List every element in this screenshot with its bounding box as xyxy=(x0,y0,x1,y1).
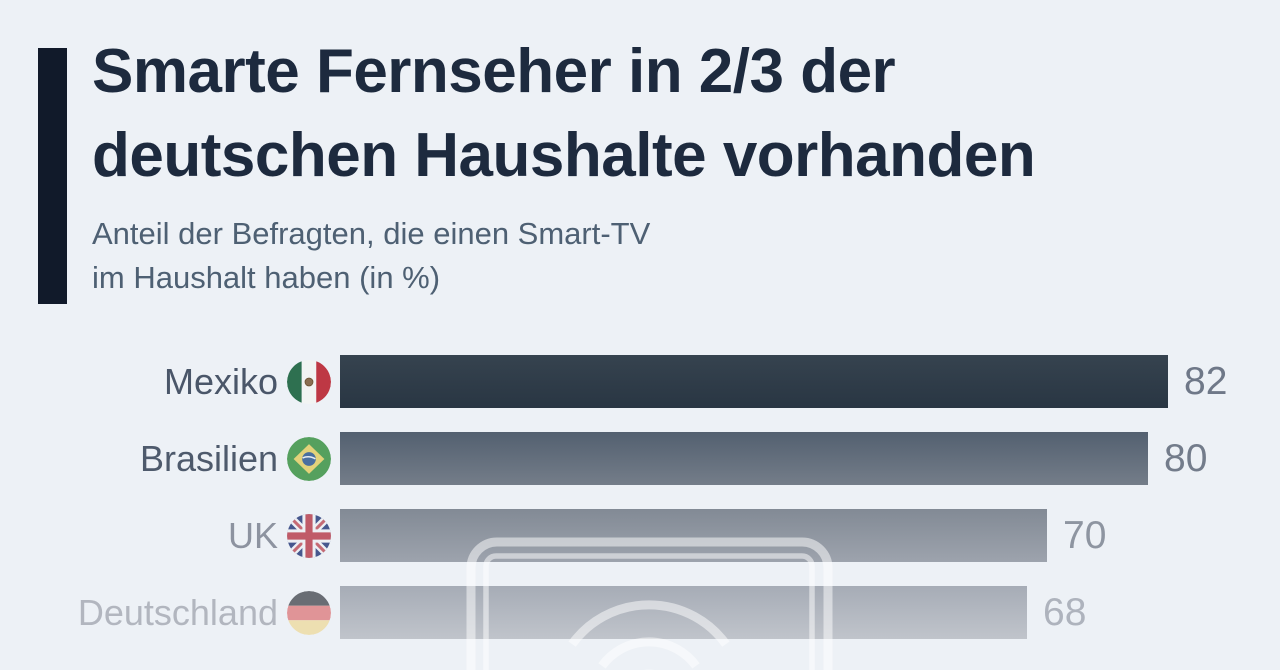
chart-subtitle-line1: Anteil der Befragten, die einen Smart-TV xyxy=(92,216,651,251)
germany-flag-icon xyxy=(287,591,331,635)
value-label: 70 xyxy=(1063,514,1107,557)
bar-row-mexiko: Mexiko 82 xyxy=(0,355,1280,408)
bar-row-uk: UK 70 xyxy=(0,509,1280,562)
chart-title: Smarte Fernseher in 2/3 der deutschen Ha… xyxy=(92,30,1036,198)
brazil-flag-icon xyxy=(287,437,331,481)
chart-subtitle-line2: im Haushalt haben (in %) xyxy=(92,260,441,295)
bar-brasilien xyxy=(340,432,1148,485)
chart-title-line1: Smarte Fernseher in 2/3 der xyxy=(92,37,896,106)
bar-row-deutschland: Deutschland 68 xyxy=(0,586,1280,639)
category-label: Brasilien xyxy=(139,438,278,479)
chart-title-line2: deutschen Haushalte vorhanden xyxy=(92,121,1036,190)
bar-row-brasilien: Brasilien 80 xyxy=(0,432,1280,485)
title-accent-bar xyxy=(38,48,67,304)
category-label: UK xyxy=(227,515,278,556)
chart-subtitle: Anteil der Befragten, die einen Smart-TV… xyxy=(92,212,650,300)
category-label: Deutschland xyxy=(77,592,278,633)
value-label: 82 xyxy=(1184,360,1228,403)
uk-flag-icon xyxy=(287,514,331,558)
bar-deutschland xyxy=(340,586,1027,639)
mexico-flag-icon xyxy=(287,360,331,404)
bar-mexiko xyxy=(340,355,1168,408)
category-label: Mexiko xyxy=(163,361,278,402)
bar-uk xyxy=(340,509,1047,562)
value-label: 68 xyxy=(1043,591,1087,634)
value-label: 80 xyxy=(1164,437,1208,480)
